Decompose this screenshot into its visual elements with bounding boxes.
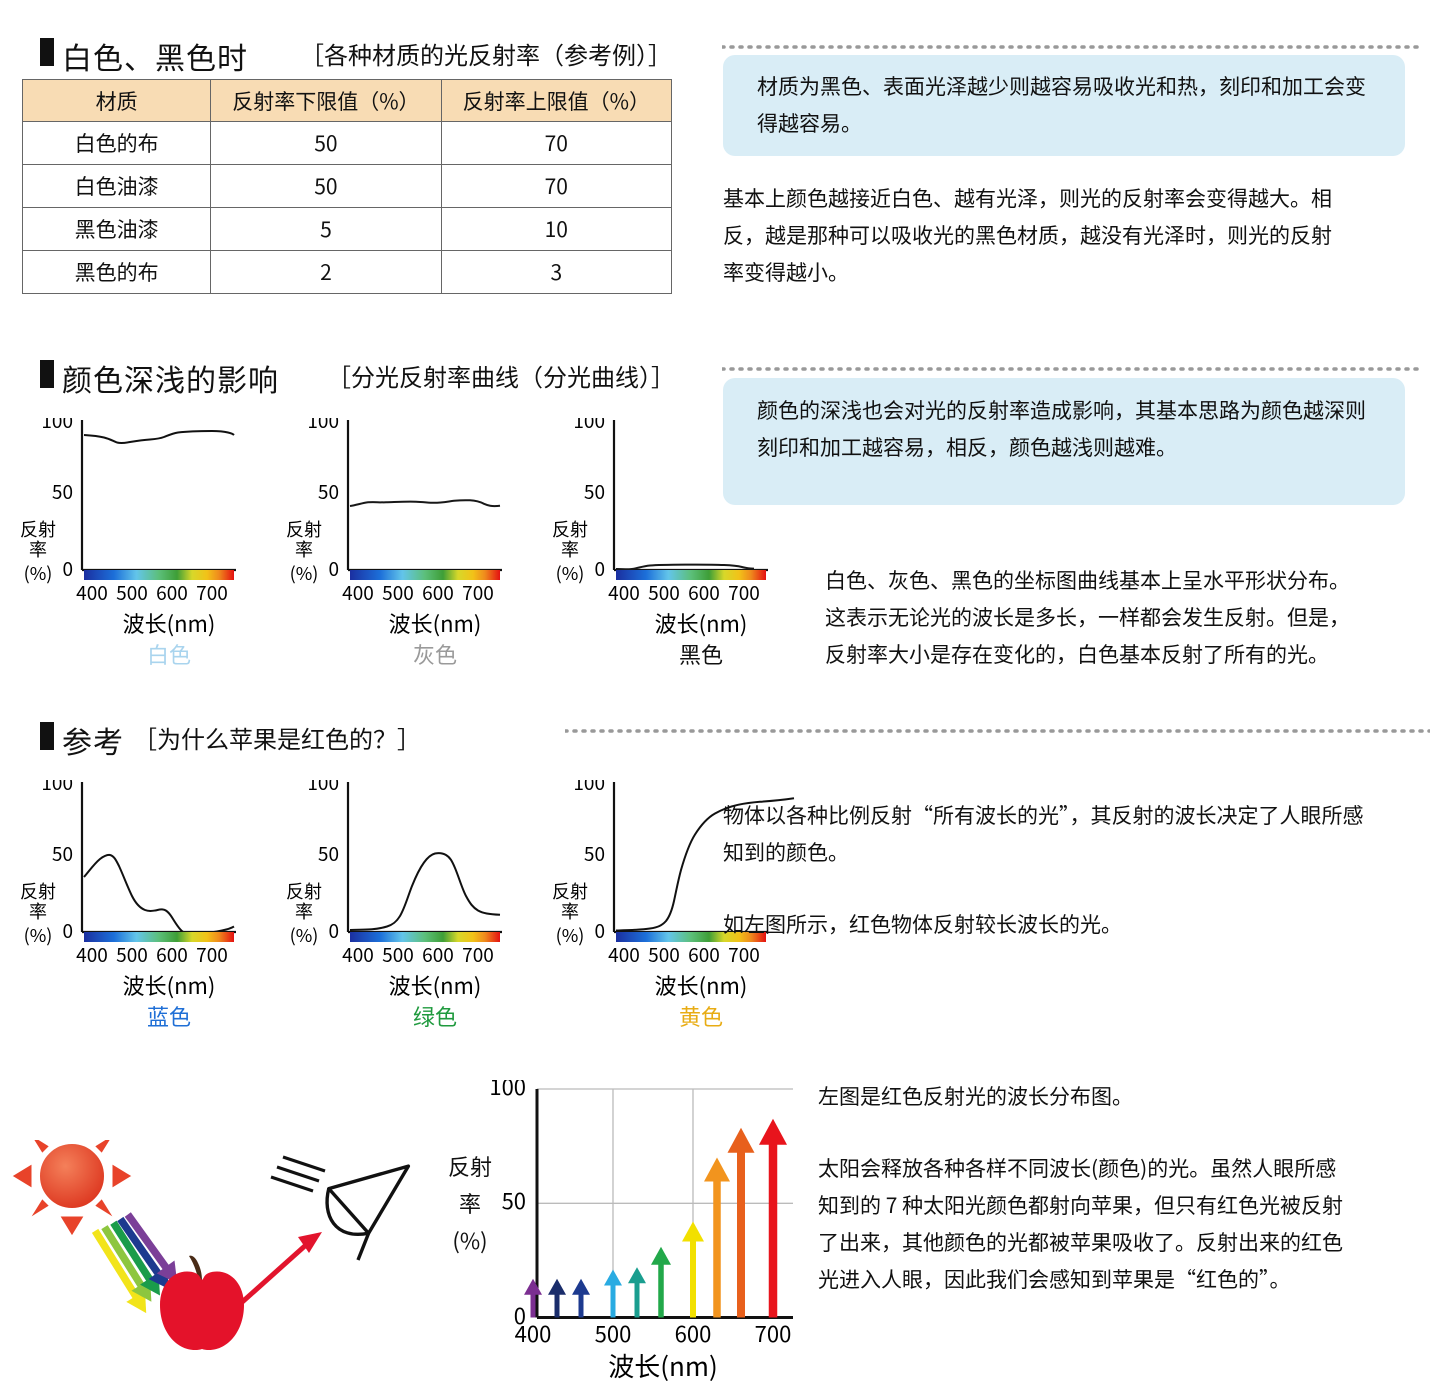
svg-text:波长(nm): 波长(nm) [389,969,482,1001]
svg-text:500: 500 [116,579,148,606]
svg-text:700: 700 [462,579,494,606]
svg-text:500: 500 [116,941,148,968]
svg-text:(%): (%) [24,560,53,586]
svg-text:100: 100 [41,418,73,434]
svg-text:黄色: 黄色 [679,1000,723,1030]
svg-text:波长(nm): 波长(nm) [389,607,482,639]
svg-text:400: 400 [76,579,108,606]
svg-text:50: 50 [502,1184,526,1216]
svg-text:100: 100 [489,1080,526,1102]
svg-text:700: 700 [728,579,760,606]
svg-text:600: 600 [675,1317,712,1349]
svg-text:500: 500 [648,579,680,606]
svg-text:400: 400 [608,941,640,968]
svg-text:700: 700 [462,941,494,968]
svg-text:700: 700 [755,1317,792,1349]
svg-text:700: 700 [728,941,760,968]
svg-text:0: 0 [594,917,605,944]
svg-text:白色: 白色 [147,638,191,668]
svg-text:400: 400 [342,941,374,968]
svg-text:波长(nm): 波长(nm) [123,607,216,639]
svg-text:波长(nm): 波长(nm) [608,1347,718,1384]
svg-text:700: 700 [196,941,228,968]
svg-text:(%): (%) [556,922,585,948]
svg-text:灰色: 灰色 [413,638,457,668]
svg-text:绿色: 绿色 [413,1000,457,1030]
svg-text:100: 100 [41,780,73,796]
svg-text:0: 0 [594,555,605,582]
svg-text:500: 500 [382,941,414,968]
svg-text:600: 600 [688,941,720,968]
svg-text:500: 500 [648,941,680,968]
svg-text:600: 600 [422,579,454,606]
svg-text:0: 0 [62,917,73,944]
svg-text:500: 500 [595,1317,632,1349]
svg-text:600: 600 [156,579,188,606]
svg-text:50: 50 [318,840,339,867]
svg-text:0: 0 [328,917,339,944]
svg-text:100: 100 [307,780,339,796]
svg-text:波长(nm): 波长(nm) [655,969,748,1001]
svg-text:600: 600 [422,941,454,968]
svg-text:400: 400 [342,579,374,606]
svg-text:(%): (%) [556,560,585,586]
svg-text:0: 0 [328,555,339,582]
svg-text:率: 率 [29,536,47,562]
svg-text:率: 率 [561,898,579,924]
svg-text:500: 500 [382,579,414,606]
svg-text:(%): (%) [290,560,319,586]
svg-text:600: 600 [688,579,720,606]
svg-text:50: 50 [52,478,73,505]
svg-text:0: 0 [62,555,73,582]
svg-text:100: 100 [573,418,605,434]
svg-text:黑色: 黑色 [679,638,723,668]
svg-text:(%): (%) [290,922,319,948]
svg-text:(%): (%) [24,922,53,948]
svg-text:400: 400 [608,579,640,606]
svg-text:波长(nm): 波长(nm) [123,969,216,1001]
svg-text:50: 50 [52,840,73,867]
svg-text:600: 600 [156,941,188,968]
svg-text:率: 率 [29,898,47,924]
svg-text:率: 率 [295,536,313,562]
svg-text:蓝色: 蓝色 [147,1000,191,1030]
svg-text:100: 100 [573,780,605,796]
svg-text:率: 率 [295,898,313,924]
svg-text:50: 50 [584,840,605,867]
svg-text:波长(nm): 波长(nm) [655,607,748,639]
svg-text:400: 400 [515,1317,552,1349]
svg-text:率: 率 [561,536,579,562]
svg-text:400: 400 [76,941,108,968]
svg-text:100: 100 [307,418,339,434]
svg-text:50: 50 [584,478,605,505]
svg-text:700: 700 [196,579,228,606]
svg-text:50: 50 [318,478,339,505]
